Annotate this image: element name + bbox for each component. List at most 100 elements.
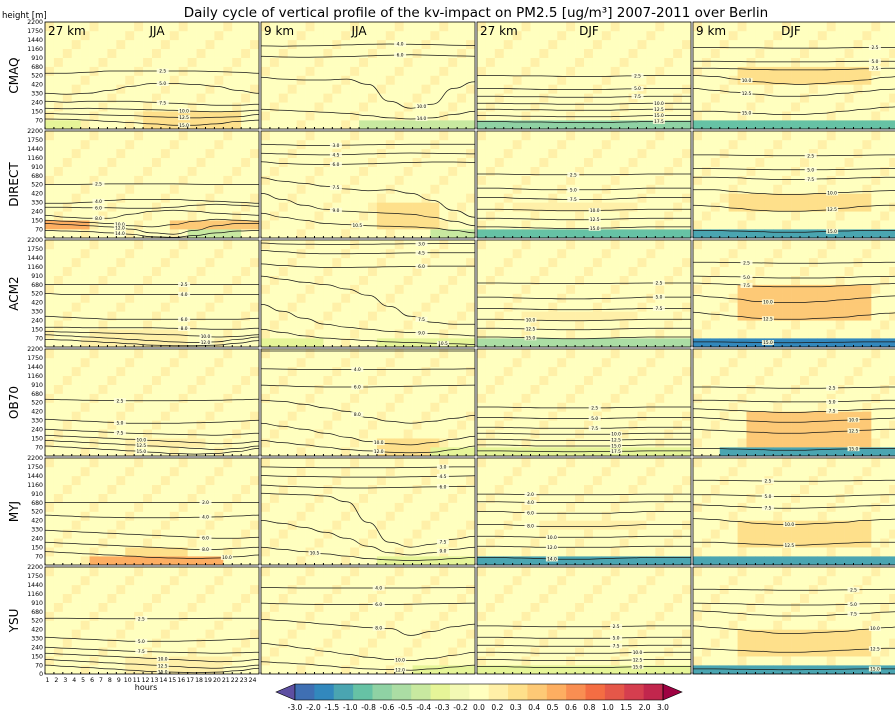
heatmap-cell xyxy=(619,311,629,321)
heatmap-cell xyxy=(394,193,404,203)
heatmap-cell xyxy=(80,240,90,250)
heatmap-cell xyxy=(134,257,144,268)
heatmap-cell xyxy=(439,131,449,141)
heatmap-cell xyxy=(755,229,765,238)
contour-label-bg xyxy=(740,260,753,266)
heatmap-cell xyxy=(116,175,126,185)
contour-label: 2.5 xyxy=(95,182,102,188)
heatmap-cell xyxy=(800,111,810,121)
heatmap-cell xyxy=(305,429,315,439)
heatmap-cell xyxy=(619,102,629,112)
heatmap-cell xyxy=(439,420,449,430)
contour-label-bg xyxy=(178,325,191,331)
heatmap-cell xyxy=(710,175,721,185)
heatmap-cell xyxy=(241,266,251,276)
heatmap-cell xyxy=(305,66,315,76)
heatmap-cell xyxy=(521,75,531,85)
heatmap-cell xyxy=(871,302,881,312)
heatmap-cell xyxy=(107,311,117,321)
heatmap-cell xyxy=(530,22,540,32)
heatmap-cell xyxy=(89,148,99,159)
heatmap-cell xyxy=(746,48,756,58)
heatmap-cell xyxy=(196,402,206,412)
heatmap-cell xyxy=(412,375,422,385)
heatmap-cell xyxy=(134,384,144,394)
heatmap-cell xyxy=(655,93,665,103)
heatmap-cell xyxy=(62,366,73,377)
heatmap-cell xyxy=(98,175,108,185)
y-axis-title: height [m] xyxy=(2,11,47,21)
contour-line xyxy=(477,208,691,212)
heatmap-cell xyxy=(871,111,881,121)
heatmap-cell xyxy=(439,229,449,238)
heatmap-cell xyxy=(278,302,289,312)
heatmap-cell xyxy=(278,349,289,359)
heatmap-cell xyxy=(800,22,810,32)
heatmap-cell xyxy=(457,57,467,67)
heatmap-cell xyxy=(80,184,90,194)
heatmap-cell xyxy=(214,22,224,32)
heatmap-cell xyxy=(134,139,144,150)
heatmap-cell xyxy=(341,175,351,185)
heatmap-cell xyxy=(610,22,620,32)
heatmap-cell xyxy=(71,420,81,430)
heatmap-cell xyxy=(116,202,126,212)
heatmap-cell xyxy=(196,48,206,58)
heatmap-cell xyxy=(682,139,691,150)
heatmap-cell xyxy=(385,275,396,285)
heatmap-cell xyxy=(241,447,251,456)
heatmap-cell xyxy=(376,411,387,421)
heatmap-cell xyxy=(557,375,567,385)
heatmap-cell xyxy=(746,30,756,41)
heatmap-cell xyxy=(835,220,845,230)
heatmap-cell xyxy=(45,284,55,294)
heatmap-cell xyxy=(601,357,612,368)
heatmap-cell xyxy=(143,284,153,294)
heatmap-cell xyxy=(628,66,638,76)
heatmap-cell xyxy=(314,48,324,58)
heatmap-cell xyxy=(296,66,306,76)
heatmap-cell xyxy=(385,111,396,121)
contour-label-bg xyxy=(415,316,428,322)
contour-label-bg xyxy=(804,167,817,173)
heatmap-cell xyxy=(619,284,629,294)
heatmap-cell xyxy=(655,349,665,359)
heatmap-cell xyxy=(394,366,404,377)
heatmap-cell xyxy=(539,384,549,394)
heatmap-cell xyxy=(430,366,440,377)
heatmap-cell xyxy=(477,211,487,221)
heatmap-cell xyxy=(368,284,378,294)
heatmap-cell xyxy=(394,349,404,359)
heatmap-cell xyxy=(710,22,721,32)
heatmap-cell xyxy=(494,447,505,456)
heatmap-cell xyxy=(575,220,585,230)
heatmap-cell xyxy=(305,275,315,285)
heatmap-cell xyxy=(261,338,271,347)
heatmap-cell xyxy=(421,93,431,103)
heatmap-cell xyxy=(205,93,215,103)
heatmap-cell xyxy=(655,166,665,176)
heatmap-cell xyxy=(655,266,665,276)
heatmap-cell xyxy=(610,139,620,150)
heatmap-cell xyxy=(323,57,333,67)
heatmap-cell xyxy=(682,84,691,94)
heatmap-cell xyxy=(584,375,594,385)
heatmap-cell xyxy=(134,248,144,259)
heatmap-cell xyxy=(403,202,413,212)
heatmap-cell xyxy=(261,447,271,456)
heatmap-cell xyxy=(430,93,440,103)
heatmap-cell xyxy=(214,329,224,339)
heatmap-cell xyxy=(305,438,315,448)
heatmap-cell xyxy=(359,320,369,330)
heatmap-cell xyxy=(800,202,810,212)
heatmap-cell xyxy=(278,57,289,67)
heatmap-cell xyxy=(844,148,854,159)
heatmap-cell xyxy=(160,240,171,250)
heatmap-cell xyxy=(889,320,895,330)
heatmap-cell xyxy=(584,349,594,359)
heatmap-cell xyxy=(412,229,422,238)
heatmap-cell xyxy=(466,175,475,185)
heatmap-cell xyxy=(305,175,315,185)
contour-label: 15.0 xyxy=(742,110,752,116)
heatmap-cell xyxy=(278,384,289,394)
